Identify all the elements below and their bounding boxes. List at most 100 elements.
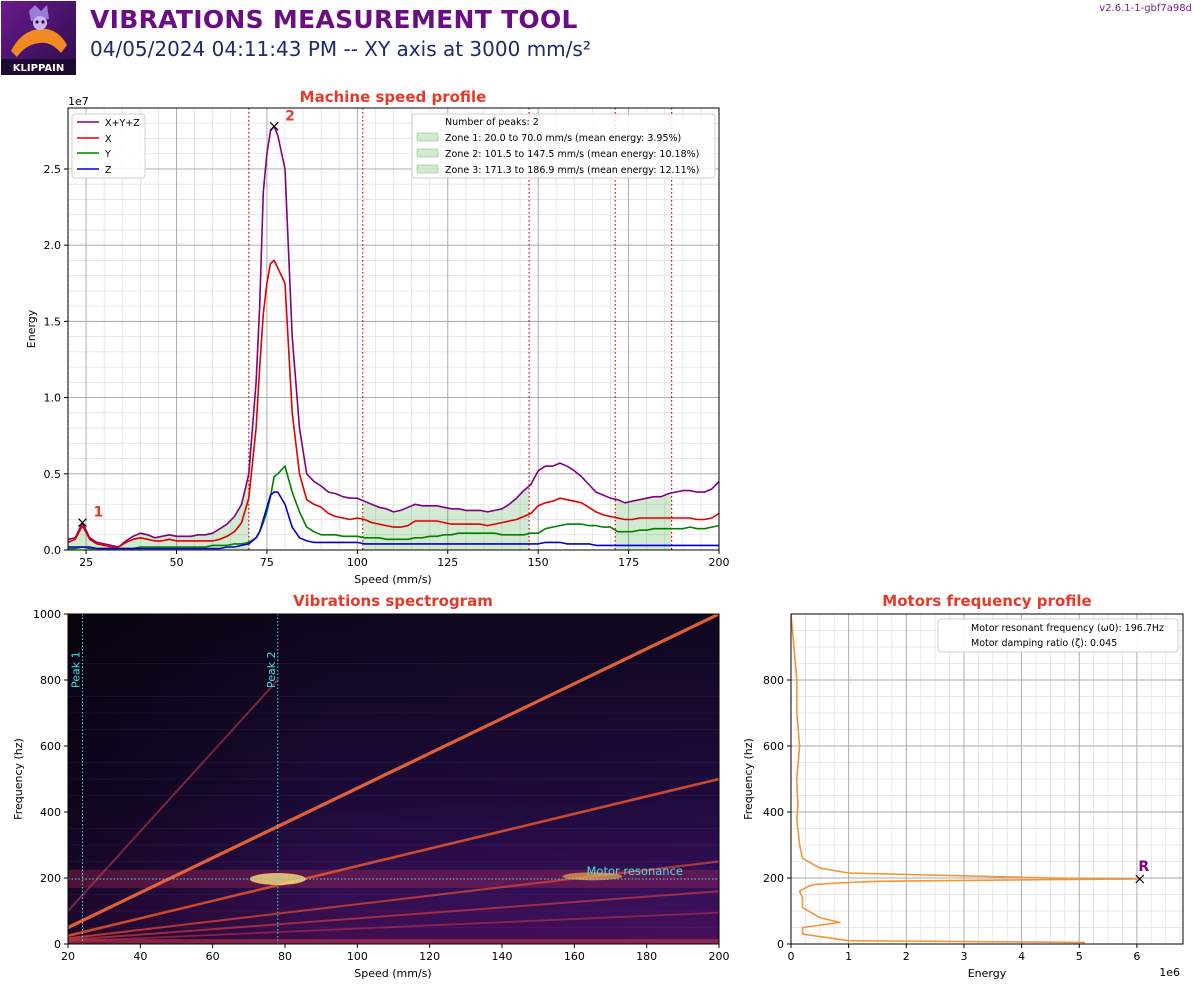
motor-series	[791, 614, 1141, 944]
speed-x-tick-label: 200	[709, 556, 730, 569]
zone-1-fill	[68, 473, 249, 550]
spectrogram-harmonic-line	[68, 614, 719, 930]
motor-x-tick-label: 6	[1133, 950, 1140, 963]
motor-x-tick-label: 5	[1076, 950, 1083, 963]
resonance-marker	[1135, 874, 1145, 884]
motor-y-tick-label: 600	[763, 740, 784, 753]
spectrogram-x-tick-label: 140	[492, 950, 513, 963]
zone1-legend-text: Zone 1: 20.0 to 70.0 mm/s (mean energy: …	[445, 133, 681, 144]
motor-x-label: Energy	[968, 967, 1007, 980]
spectrogram-y-tick-label: 0	[54, 938, 61, 951]
spectrogram-x-tick-label: 80	[278, 950, 292, 963]
spectrogram-harmonic-line	[68, 777, 719, 938]
speed-y-label: Energy	[25, 309, 38, 348]
spectrogram-harmonic-line	[68, 679, 279, 912]
spectrogram-hotspot	[249, 872, 306, 885]
xyz-series-line	[68, 125, 719, 548]
speed-x-tick-label: 125	[437, 556, 458, 569]
spectrogram-lines	[68, 614, 719, 944]
resonance-marker-label: R	[1138, 859, 1149, 875]
speed-x-tick-label: 75	[260, 556, 274, 569]
spectrogram-y-tick-label: 400	[40, 806, 61, 819]
speed-profile-title: Machine speed profile	[300, 88, 487, 106]
spectrogram-x-tick-label: 20	[61, 950, 75, 963]
motor-x-tick-label: 2	[903, 950, 910, 963]
motor-damping-ratio-text: Motor damping ratio (ζ): 0.045	[971, 638, 1117, 649]
spectrogram-y-tick-label: 1000	[33, 608, 61, 621]
legend-x: X	[105, 134, 112, 145]
spectrogram-x-tick-label: 200	[709, 950, 730, 963]
motor-x-tick-label: 1	[845, 950, 852, 963]
x-series-line	[68, 259, 719, 548]
spectrogram-y-tick-label: 600	[40, 740, 61, 753]
motor-y-label: Frequency (hz)	[742, 738, 755, 820]
speed-x-tick-label: 175	[618, 556, 639, 569]
peak-label: 1	[93, 505, 103, 521]
motor-y-tick-label: 0	[777, 938, 784, 951]
motor-minor-grid	[790, 613, 1183, 945]
legend-xyz: X+Y+Z	[105, 118, 140, 129]
spectrogram-title: Vibrations spectrogram	[293, 592, 493, 610]
speed-series-legend: X+Y+Z X Y Z	[71, 113, 146, 179]
klippain-logo: KLIPPAIN	[1, 1, 76, 75]
page-subtitle: 04/05/2024 04:11:43 PM -- XY axis at 300…	[90, 37, 591, 61]
speed-x-tick-label: 100	[347, 556, 368, 569]
motor-legend: Motor resonant frequency (ω0): 196.7Hz M…	[937, 618, 1179, 653]
spectrogram-x-tick-label: 160	[564, 950, 585, 963]
motor-x-tick-label: 4	[1018, 950, 1025, 963]
speed-y-tick-label: 2.5	[44, 163, 62, 176]
spectrogram-x-tick-label: 40	[133, 950, 147, 963]
motor-resonant-freq-text: Motor resonant frequency (ω0): 196.7Hz	[971, 623, 1164, 634]
logo-text: KLIPPAIN	[13, 63, 64, 74]
motor-profile-chart: Motors frequency profile R 0 1 2 3 4 5 6 0 200 40…	[742, 592, 1184, 980]
peak-vline-label: Peak 1	[69, 651, 82, 688]
peaks-count-text: Number of peaks: 2	[445, 117, 539, 128]
spectrogram-axes: 20 40 60 80 100 120 140 160 180 200 0 200 400 600 800 1…	[33, 608, 730, 963]
peak-marker	[78, 518, 87, 527]
speed-zones-legend: Number of peaks: 2 Zone 1: 20.0 to 70.0 …	[411, 113, 716, 179]
motor-x-tick-label: 0	[788, 950, 795, 963]
z-series-line	[68, 491, 719, 550]
motor-marker: R	[1135, 859, 1149, 884]
spectrogram-x-tick-label: 60	[206, 950, 220, 963]
speed-y-tick-label: 1.5	[44, 315, 62, 328]
motor-x-tick-label: 3	[960, 950, 967, 963]
speed-x-label: Speed (mm/s)	[354, 573, 431, 586]
spectrogram-hotspot	[562, 872, 623, 881]
spectrogram-x-label: Speed (mm/s)	[354, 967, 431, 980]
speed-x-tick-label: 150	[528, 556, 549, 569]
resonance-label: Motor resonance	[587, 864, 684, 878]
speed-y-tick-label: 0.5	[44, 468, 62, 481]
motor-profile-title: Motors frequency profile	[882, 592, 1091, 610]
legend-z: Z	[105, 165, 112, 176]
zone-3-fill	[615, 492, 672, 550]
spectrogram-y-tick-label: 200	[40, 872, 61, 885]
zone3-legend-text: Zone 3: 171.3 to 186.9 mm/s (mean energy…	[445, 165, 699, 176]
spectrogram-x-tick-label: 120	[419, 950, 440, 963]
speed-peaks: 12	[78, 108, 295, 527]
spectrogram-harmonic-line	[68, 911, 719, 943]
motor-x-multiplier: 1e6	[1159, 966, 1180, 979]
motor-energy-line	[791, 614, 1141, 944]
speed-y-tick-label: 0.0	[44, 544, 62, 557]
speed-y-multiplier: 1e7	[68, 95, 89, 108]
speed-y-tick-label: 2.0	[44, 239, 62, 252]
speed-y-tick-label: 1.0	[44, 392, 62, 405]
motor-y-tick-label: 800	[763, 674, 784, 687]
speed-axes: 25 50 75 100 125 150 175 200 0.0 0.5 1.0 1.5 2.0 2.5	[44, 163, 730, 569]
spectrogram-chart: Vibrations spectrogram Peak 1 Peak 2 Motor…	[12, 592, 730, 980]
peak-vline-label: Peak 2	[265, 651, 278, 688]
version-label: v2.6.1-1-gbf7a98d	[1099, 3, 1192, 14]
speed-series	[68, 125, 719, 550]
speed-x-tick-label: 50	[170, 556, 184, 569]
peak-label: 2	[285, 108, 295, 124]
motor-y-tick-label: 400	[763, 806, 784, 819]
motor-y-tick-label: 200	[763, 872, 784, 885]
spectrogram-y-label: Frequency (hz)	[12, 738, 25, 820]
spectrogram-x-tick-label: 100	[347, 950, 368, 963]
speed-x-tick-label: 25	[79, 556, 93, 569]
zone2-legend-text: Zone 2: 101.5 to 147.5 mm/s (mean energy…	[445, 149, 699, 160]
spectrogram-x-tick-label: 180	[636, 950, 657, 963]
y-series-line	[68, 465, 719, 550]
